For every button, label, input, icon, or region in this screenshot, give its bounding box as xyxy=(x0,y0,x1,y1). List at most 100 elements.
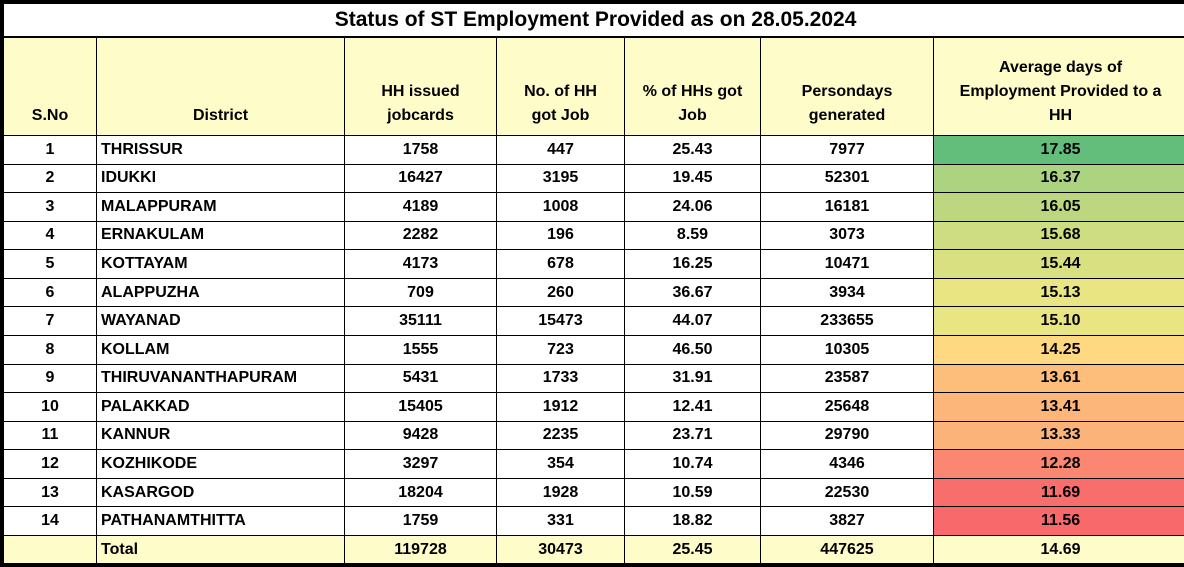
cell-hh-issued-jobcards: 1758 xyxy=(344,135,497,165)
column-header-hh-got-job: No. of HH got Job xyxy=(496,36,625,136)
cell-hh-got-job: 2235 xyxy=(496,420,625,451)
column-header-row: S.No District HH issued jobcards No. of HH … xyxy=(3,36,1184,136)
cell-district: PALAKKAD xyxy=(96,392,345,422)
cell-sno: 12 xyxy=(3,449,97,479)
total-persondays: 447625 xyxy=(760,535,934,564)
cell-sno: 14 xyxy=(3,506,97,536)
cell-pct-hhs-got-job: 23.71 xyxy=(624,420,761,451)
cell-hh-issued-jobcards: 15405 xyxy=(344,392,497,422)
cell-hh-issued-jobcards: 5431 xyxy=(344,363,497,394)
cell-hh-issued-jobcards: 1555 xyxy=(344,334,497,365)
column-header-avg-days: Average days of Employment Provided to a… xyxy=(932,36,1184,136)
cell-hh-issued-jobcards: 4173 xyxy=(344,249,497,279)
cell-hh-issued-jobcards: 18204 xyxy=(344,477,497,508)
cell-district: KASARGOD xyxy=(96,477,345,508)
cell-pct-hhs-got-job: 18.82 xyxy=(624,506,761,536)
column-header-hh-issued-jobcards: HH issued jobcards xyxy=(344,36,497,136)
cell-sno: 10 xyxy=(3,392,97,422)
cell-persondays: 4346 xyxy=(760,449,934,479)
cell-pct-hhs-got-job: 46.50 xyxy=(624,334,761,365)
cell-pct-hhs-got-job: 24.06 xyxy=(624,192,761,222)
cell-pct-hhs-got-job: 8.59 xyxy=(624,220,761,251)
cell-pct-hhs-got-job: 16.25 xyxy=(624,249,761,279)
cell-pct-hhs-got-job: 12.41 xyxy=(624,392,761,422)
cell-pct-hhs-got-job: 19.45 xyxy=(624,163,761,194)
column-header-pct-hhs-got-job: % of HHs got Job xyxy=(624,36,761,136)
table-row: 9 THIRUVANANTHAPURAM 5431 1733 31.91 23587 13.… xyxy=(3,363,1184,394)
cell-district: WAYANAD xyxy=(96,306,345,336)
total-hh-issued-jobcards: 119728 xyxy=(344,535,497,564)
cell-hh-issued-jobcards: 2282 xyxy=(344,220,497,251)
cell-hh-got-job: 447 xyxy=(496,135,625,165)
cell-hh-issued-jobcards: 709 xyxy=(344,277,497,308)
cell-avg-days: 16.05 xyxy=(932,192,1184,222)
cell-hh-issued-jobcards: 4189 xyxy=(344,192,497,222)
cell-hh-issued-jobcards: 3297 xyxy=(344,449,497,479)
cell-persondays: 52301 xyxy=(760,163,934,194)
cell-hh-got-job: 1912 xyxy=(496,392,625,422)
cell-district: ERNAKULAM xyxy=(96,220,345,251)
column-header-sno: S.No xyxy=(3,36,97,136)
cell-sno: 1 xyxy=(3,135,97,165)
table-row: 14 PATHANAMTHITTA 1759 331 18.82 3827 11.56 xyxy=(3,506,1184,536)
cell-persondays: 3934 xyxy=(760,277,934,308)
cell-sno: 7 xyxy=(3,306,97,336)
cell-avg-days: 15.13 xyxy=(932,277,1184,308)
cell-avg-days: 12.28 xyxy=(932,449,1184,479)
total-avg-days: 14.69 xyxy=(932,535,1184,564)
cell-pct-hhs-got-job: 10.59 xyxy=(624,477,761,508)
cell-district: IDUKKI xyxy=(96,163,345,194)
table-row: 6 ALAPPUZHA 709 260 36.67 3934 15.13 xyxy=(3,277,1184,308)
cell-district: ALAPPUZHA xyxy=(96,277,345,308)
cell-avg-days: 15.10 xyxy=(932,306,1184,336)
cell-hh-issued-jobcards: 1759 xyxy=(344,506,497,536)
title-row: Status of ST Employment Provided as on 2… xyxy=(2,3,1184,38)
cell-sno: 3 xyxy=(3,192,97,222)
cell-sno: 2 xyxy=(3,163,97,194)
cell-pct-hhs-got-job: 10.74 xyxy=(624,449,761,479)
cell-sno: 4 xyxy=(3,220,97,251)
cell-sno: 6 xyxy=(3,277,97,308)
cell-hh-got-job: 723 xyxy=(496,334,625,365)
cell-hh-got-job: 678 xyxy=(496,249,625,279)
cell-avg-days: 11.69 xyxy=(932,477,1184,508)
cell-sno: 8 xyxy=(3,334,97,365)
table-row: 5 KOTTAYAM 4173 678 16.25 10471 15.44 xyxy=(3,249,1184,279)
cell-persondays: 29790 xyxy=(760,420,934,451)
cell-avg-days: 16.37 xyxy=(932,163,1184,194)
cell-hh-got-job: 196 xyxy=(496,220,625,251)
cell-district: KANNUR xyxy=(96,420,345,451)
table-row: 2 IDUKKI 16427 3195 19.45 52301 16.37 xyxy=(3,163,1184,194)
cell-avg-days: 15.68 xyxy=(932,220,1184,251)
cell-pct-hhs-got-job: 44.07 xyxy=(624,306,761,336)
employment-status-table: Status of ST Employment Provided as on 2… xyxy=(2,3,1184,564)
total-row: Total 119728 30473 25.45 447625 14.69 xyxy=(3,535,1184,564)
cell-persondays: 23587 xyxy=(760,363,934,394)
cell-avg-days: 15.44 xyxy=(932,249,1184,279)
cell-hh-got-job: 354 xyxy=(496,449,625,479)
cell-avg-days: 13.41 xyxy=(932,392,1184,422)
table-row: 8 KOLLAM 1555 723 46.50 10305 14.25 xyxy=(3,334,1184,365)
cell-sno: 5 xyxy=(3,249,97,279)
cell-sno: 11 xyxy=(3,420,97,451)
cell-pct-hhs-got-job: 31.91 xyxy=(624,363,761,394)
cell-hh-issued-jobcards: 9428 xyxy=(344,420,497,451)
table-row: 11 KANNUR 9428 2235 23.71 29790 13.33 xyxy=(3,420,1184,451)
cell-hh-got-job: 15473 xyxy=(496,306,625,336)
table-row: 12 KOZHIKODE 3297 354 10.74 4346 12.28 xyxy=(3,449,1184,479)
table-row: 3 MALAPPURAM 4189 1008 24.06 16181 16.05 xyxy=(3,192,1184,222)
total-pct-hhs-got-job: 25.45 xyxy=(624,535,761,564)
cell-district: PATHANAMTHITTA xyxy=(96,506,345,536)
cell-persondays: 25648 xyxy=(760,392,934,422)
cell-sno: 13 xyxy=(3,477,97,508)
cell-hh-got-job: 1008 xyxy=(496,192,625,222)
cell-persondays: 10471 xyxy=(760,249,934,279)
cell-district: KOLLAM xyxy=(96,334,345,365)
cell-pct-hhs-got-job: 36.67 xyxy=(624,277,761,308)
cell-hh-issued-jobcards: 35111 xyxy=(344,306,497,336)
cell-persondays: 3073 xyxy=(760,220,934,251)
cell-hh-got-job: 1733 xyxy=(496,363,625,394)
total-district: Total xyxy=(96,535,345,564)
cell-hh-got-job: 260 xyxy=(496,277,625,308)
column-header-persondays: Persondays generated xyxy=(760,36,934,136)
